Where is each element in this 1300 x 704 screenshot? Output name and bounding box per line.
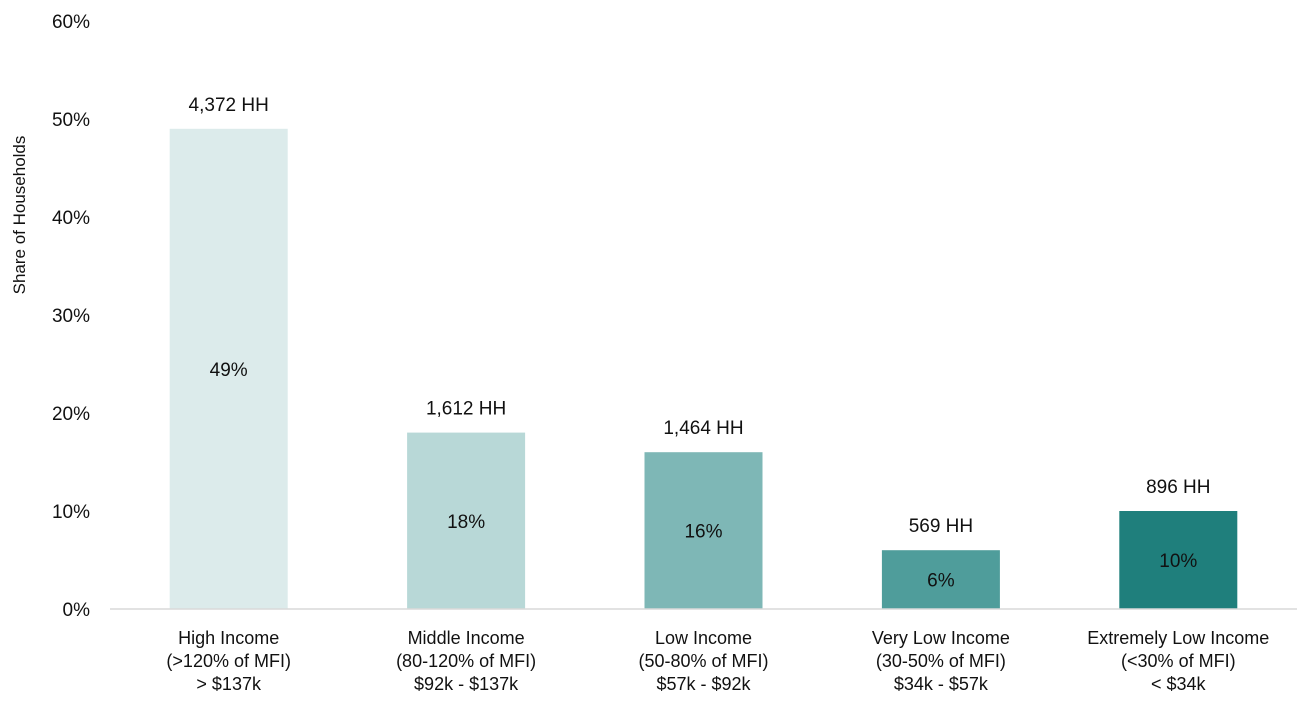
x-axis: High Income (>120% of MFI) > $137k Middle I…: [110, 608, 1297, 694]
category-label: $34k - $57k: [894, 674, 989, 694]
category-label: Very Low Income: [872, 628, 1010, 648]
value-label: 18%: [447, 512, 485, 533]
bars-group: 4,372 HH 49% 1,612 HH 18% 1,464 HH 16% 569 HH 6…: [169, 95, 1238, 610]
household-label: 896 HH: [1146, 477, 1210, 498]
bar: [407, 432, 526, 609]
category-label: (30-50% of MFI): [876, 651, 1006, 671]
category-label: Extremely Low Income: [1087, 628, 1269, 648]
category-label: $57k - $92k: [656, 674, 751, 694]
category-label: $92k - $137k: [414, 674, 519, 694]
bar: [644, 452, 763, 609]
category-label: High Income: [178, 628, 279, 648]
category-label: Low Income: [655, 628, 752, 648]
category-label: Middle Income: [408, 628, 525, 648]
y-tick-label: 40%: [52, 208, 90, 229]
household-label: 4,372 HH: [189, 95, 269, 116]
value-label: 10%: [1159, 551, 1197, 572]
y-tick-label: 30%: [52, 306, 90, 327]
category-label: < $34k: [1151, 674, 1207, 694]
y-axis-title: Share of Households: [10, 136, 29, 295]
y-tick-label: 10%: [52, 502, 90, 523]
bar: [1119, 511, 1238, 609]
y-axis: 0% 10% 20% 30% 40% 50% 60%: [52, 12, 90, 621]
category-label: (50-80% of MFI): [638, 651, 768, 671]
category-label: (>120% of MFI): [166, 651, 291, 671]
y-tick-label: 50%: [52, 110, 90, 131]
household-label: 569 HH: [909, 516, 973, 537]
value-label: 16%: [684, 522, 722, 543]
value-label: 6%: [927, 571, 955, 592]
value-label: 49%: [210, 360, 248, 381]
y-tick-label: 20%: [52, 404, 90, 425]
y-tick-label: 0%: [63, 600, 91, 621]
bar: [881, 550, 1000, 609]
category-label: > $137k: [196, 674, 262, 694]
bar: [169, 128, 288, 610]
category-label: (<30% of MFI): [1121, 651, 1236, 671]
household-label: 1,612 HH: [426, 399, 506, 420]
category-label: (80-120% of MFI): [396, 651, 536, 671]
household-label: 1,464 HH: [663, 418, 743, 439]
y-tick-label: 60%: [52, 12, 90, 33]
